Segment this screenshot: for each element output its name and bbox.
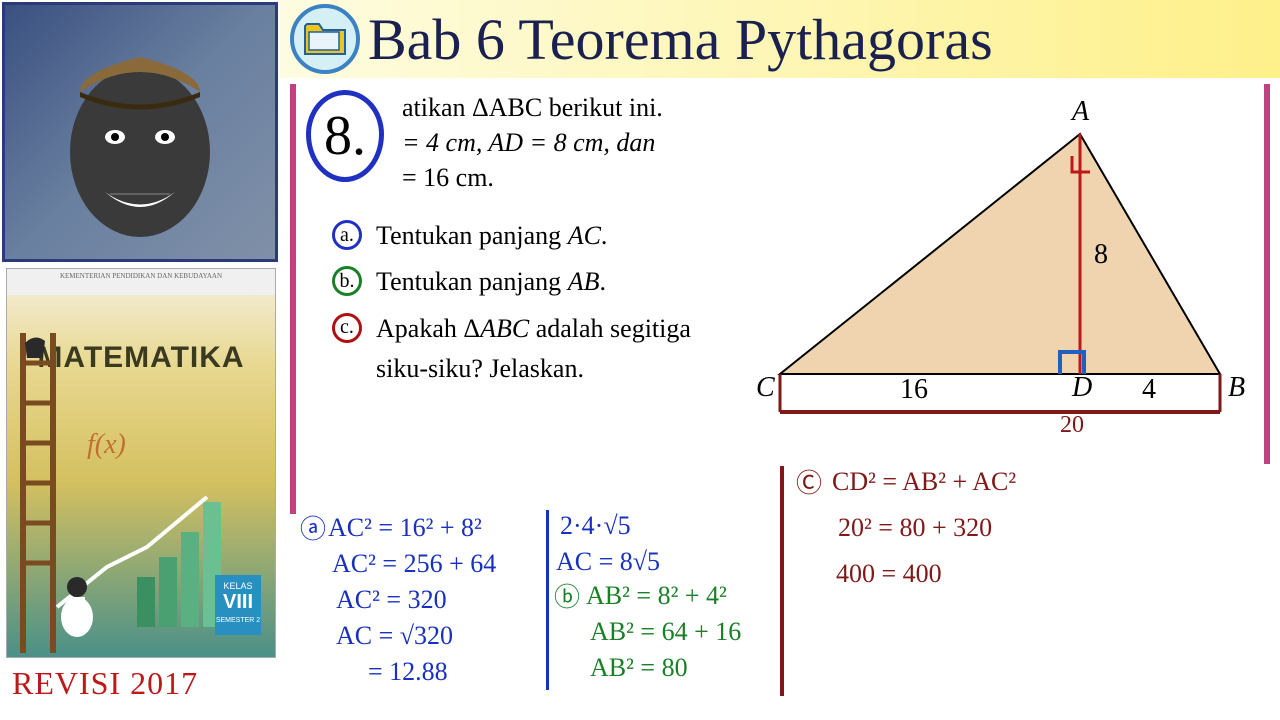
work-b-circle: ⓑ (554, 584, 580, 613)
class-badge: KELAS VIII SEMESTER 2 (215, 575, 261, 635)
bullet-b: b. (332, 266, 362, 296)
work-c-circle: Ⓒ (796, 470, 822, 499)
work-a-line5: = 12.88 (368, 658, 448, 687)
revision-label: REVISI 2017 (12, 665, 198, 702)
content-area: 8. atikan ΔABC berikut ini. = 4 cm, AD =… (290, 84, 1280, 720)
work-c-line3: 400 = 400 (836, 560, 942, 589)
work-mid-line1: 2·4·√5 (560, 512, 631, 541)
bullet-a: a. (332, 220, 362, 250)
chapter-title: Bab 6 Teorema Pythagoras (368, 6, 993, 73)
presenter-avatar (2, 2, 278, 262)
folder-icon (290, 4, 360, 74)
divider-1 (546, 510, 549, 690)
work-mid-line2: AC = 8√5 (556, 548, 660, 577)
vertex-C: C (756, 372, 775, 404)
right-margin-bar (1264, 84, 1270, 464)
item-a-text: Tentukan panjang AC. (376, 216, 722, 256)
fx-decoration: f(x) (87, 429, 126, 461)
work-a-line4: AC = √320 (336, 622, 453, 651)
work-a-line3: AC² = 320 (336, 586, 447, 615)
length-CB: 20 (1060, 412, 1084, 438)
work-a-line2: AC² = 256 + 64 (332, 550, 496, 579)
length-DB: 4 (1142, 374, 1156, 406)
work-b-line2: AB² = 64 + 16 (590, 618, 741, 647)
triangle-figure: A B C D 8 16 4 20 (750, 94, 1260, 454)
item-c-text: Apakah ΔABC adalah segitiga siku-siku? J… (376, 309, 722, 390)
left-margin-bar (290, 84, 296, 514)
vertex-A: A (1072, 96, 1089, 128)
work-b-line1: AB² = 8² + 4² (586, 582, 727, 611)
work-c-line1: CD² = AB² + AC² (832, 468, 1016, 497)
bullet-c: c. (332, 313, 362, 343)
question-subitems: a. Tentukan panjang AC. b. Tentukan panj… (332, 216, 722, 395)
item-b-text: Tentukan panjang AB. (376, 262, 722, 302)
work-a-line1: AC² = 16² + 8² (328, 514, 482, 543)
vertex-B: B (1228, 372, 1245, 404)
length-CD: 16 (900, 374, 928, 406)
work-a-circle: ⓐ (300, 516, 326, 545)
work-b-line3: AB² = 80 (590, 654, 688, 683)
length-AD: 8 (1094, 239, 1108, 271)
question-intro: atikan ΔABC berikut ini. = 4 cm, AD = 8 … (402, 90, 722, 195)
textbook-cover: KEMENTERIAN PENDIDIKAN DAN KEBUDAYAAN MA… (6, 268, 276, 658)
book-publisher: KEMENTERIAN PENDIDIKAN DAN KEBUDAYAAN (7, 269, 275, 295)
question-number: 8. (306, 90, 384, 182)
vertex-D: D (1072, 372, 1092, 404)
chapter-header: Bab 6 Teorema Pythagoras (280, 0, 1280, 78)
divider-2 (780, 466, 784, 696)
work-c-line2: 20² = 80 + 320 (838, 514, 992, 543)
book-chart-illustration (47, 477, 227, 637)
